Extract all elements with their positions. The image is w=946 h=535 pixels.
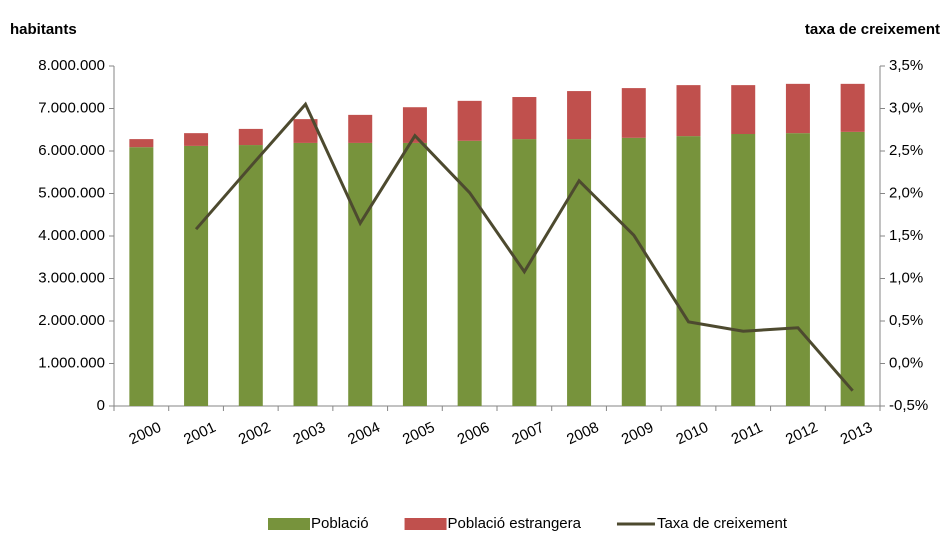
y-tick-label: 6.000.000	[38, 142, 105, 159]
bar	[238, 145, 263, 407]
y2-tick-label: 2,5%	[889, 142, 923, 159]
y2-tick-label: 1,0%	[889, 269, 923, 286]
y2-tick-label: 3,5%	[889, 57, 923, 74]
bar	[676, 136, 701, 406]
x-tick-label: 2004	[345, 419, 382, 449]
x-tick-label: 2002	[236, 419, 273, 449]
legend-swatch	[404, 518, 447, 530]
y-axis-title: habitants	[10, 21, 77, 38]
y2-tick-label: 0,5%	[889, 312, 923, 329]
y2-tick-label: 0,0%	[889, 354, 923, 371]
y-tick-label: 1.000.000	[38, 354, 105, 371]
x-tick-label: 2011	[729, 419, 765, 448]
bar	[676, 85, 701, 137]
bar	[293, 142, 318, 407]
bar	[184, 145, 209, 406]
bar	[238, 128, 263, 146]
y2-tick-label: 1,5%	[889, 227, 923, 244]
y-tick-label: 2.000.000	[38, 312, 105, 329]
bar	[840, 83, 865, 132]
legend-label: Taxa de creixement	[657, 515, 788, 532]
x-tick-label: 2006	[455, 419, 492, 449]
bar	[621, 88, 646, 138]
bar	[402, 142, 427, 407]
line	[194, 101, 854, 392]
x-tick-label: 2005	[400, 419, 437, 449]
x-tick-label: 2003	[291, 419, 328, 449]
x-tick-label: 2001	[181, 419, 218, 449]
y-tick-label: 3.000.000	[38, 269, 105, 286]
bar	[348, 114, 373, 143]
bar	[567, 91, 592, 140]
y2-tick-label: -0,5%	[889, 397, 928, 414]
bar	[621, 137, 646, 406]
legend-label: Població	[311, 515, 369, 532]
bar	[731, 134, 756, 406]
bar	[785, 83, 810, 134]
legend-swatch	[268, 518, 310, 530]
y2-axis-title: taxa de creixement	[805, 21, 940, 38]
bar	[512, 97, 537, 140]
bar	[840, 131, 865, 406]
bar	[129, 147, 154, 407]
bar	[348, 142, 373, 407]
x-tick-label: 2010	[674, 419, 711, 449]
x-tick-label: 2007	[509, 419, 546, 449]
y-tick-label: 0	[97, 397, 105, 414]
bar	[184, 133, 209, 146]
x-tick-label: 2000	[126, 419, 163, 449]
bar	[785, 133, 810, 406]
bar	[129, 139, 154, 148]
y-tick-label: 7.000.000	[38, 99, 105, 116]
x-tick-label: 2008	[564, 419, 601, 449]
bar	[457, 140, 482, 407]
y-tick-label: 5.000.000	[38, 184, 105, 201]
bar	[731, 85, 756, 134]
x-tick-label: 2012	[783, 419, 820, 449]
bar	[293, 119, 318, 143]
y2-tick-label: 3,0%	[889, 99, 923, 116]
y-tick-label: 4.000.000	[38, 227, 105, 244]
x-tick-label: 2009	[619, 419, 656, 449]
y2-tick-label: 2,0%	[889, 184, 923, 201]
bar	[457, 100, 482, 141]
legend-label: Població estrangera	[448, 515, 582, 532]
y-tick-label: 8.000.000	[38, 57, 105, 74]
x-tick-label: 2013	[838, 419, 875, 449]
